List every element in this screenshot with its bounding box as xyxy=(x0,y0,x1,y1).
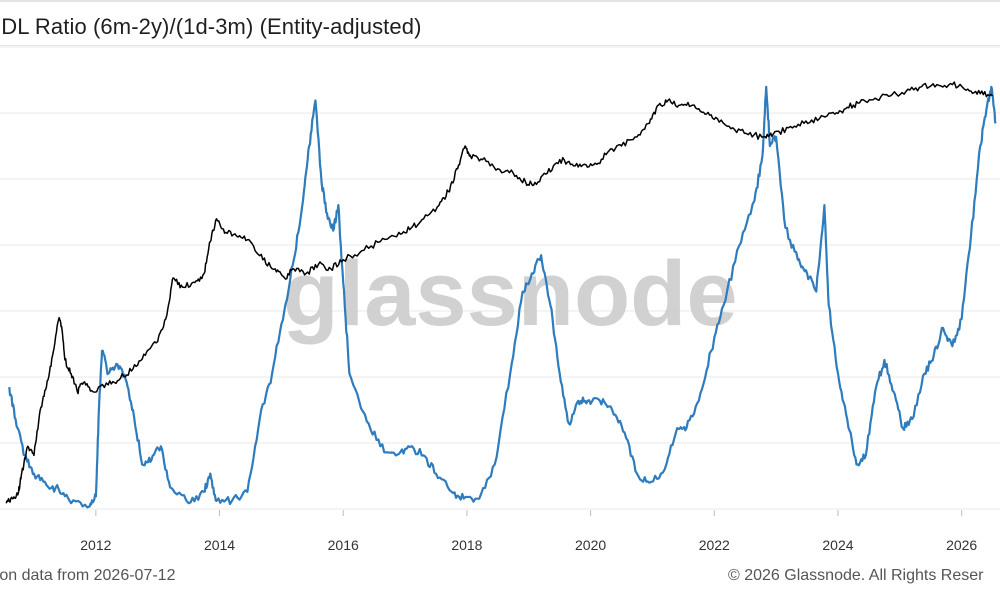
x-tick-label-2026: 2026 xyxy=(946,537,977,553)
x-tick-label-2020: 2020 xyxy=(575,537,606,553)
series-line-ratio xyxy=(8,85,997,509)
x-tick-label-2012: 2012 xyxy=(80,537,111,553)
top-border xyxy=(0,0,1000,2)
title-divider xyxy=(0,45,1000,46)
x-tick-label-2022: 2022 xyxy=(699,537,730,553)
x-axis-ticks: 2012 2014 2016 2018 2020 2022 2024 2026 xyxy=(80,510,977,553)
chart-title: ODL Ratio (6m-2y)/(1d-3m) (Entity-adjust… xyxy=(0,14,422,39)
footer-copyright: © 2026 Glassnode. All Rights Reser xyxy=(728,567,984,584)
x-tick-label-2018: 2018 xyxy=(451,537,482,553)
x-tick-label-2016: 2016 xyxy=(328,537,359,553)
footer-data-date: d on data from 2026-07-12 xyxy=(0,567,176,584)
watermark-text: glassnode xyxy=(282,243,737,345)
x-tick-label-2024: 2024 xyxy=(822,537,853,553)
x-tick-label-2014: 2014 xyxy=(204,537,235,553)
series-layer xyxy=(5,81,997,509)
series-line-price xyxy=(5,81,994,504)
